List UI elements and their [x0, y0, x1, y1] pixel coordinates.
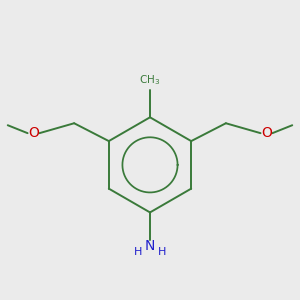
Text: N: N: [145, 239, 155, 253]
Text: H: H: [158, 247, 166, 257]
Text: O: O: [28, 126, 39, 140]
Text: O: O: [261, 126, 272, 140]
Text: H: H: [134, 247, 142, 257]
Text: CH$_3$: CH$_3$: [140, 73, 160, 87]
